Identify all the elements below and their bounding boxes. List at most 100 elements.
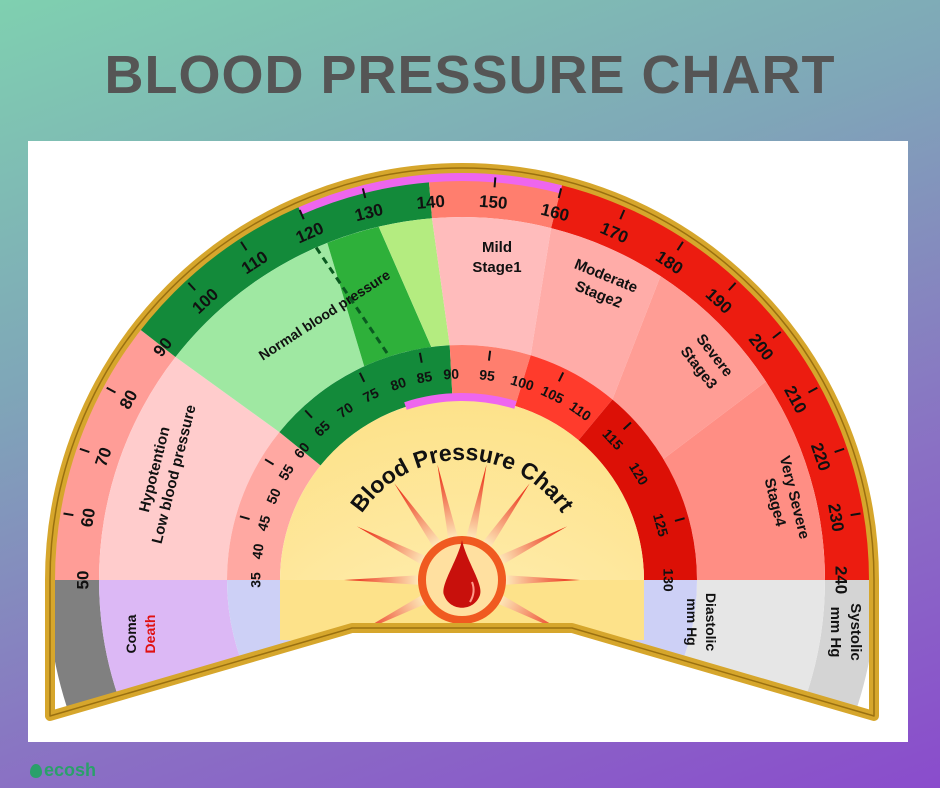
systolic-tick bbox=[619, 209, 626, 220]
category-region bbox=[175, 242, 365, 433]
diastolic-label: 90 bbox=[443, 366, 460, 383]
diastolic-band bbox=[515, 355, 613, 441]
systolic-tick bbox=[557, 188, 563, 199]
systolic-label: 140 bbox=[416, 192, 446, 213]
diastolic-tick bbox=[557, 371, 565, 382]
systolic-tick bbox=[106, 386, 116, 394]
systolic-unit-label-line: Systolic bbox=[847, 603, 864, 661]
diastolic-label: 50 bbox=[263, 486, 284, 507]
ray-shape bbox=[480, 483, 530, 551]
diastolic-label: 55 bbox=[275, 461, 297, 483]
systolic-tick bbox=[298, 209, 305, 220]
systolic-tick bbox=[850, 512, 861, 517]
systolic-tick bbox=[772, 331, 782, 339]
systolic-tick bbox=[361, 188, 367, 199]
ecosh-logo: ecosh bbox=[30, 760, 96, 781]
logo-text: ecosh bbox=[44, 760, 97, 780]
ray-shape bbox=[437, 464, 459, 542]
diastolic-tick bbox=[418, 352, 423, 363]
coma-death-label: Coma Death bbox=[123, 614, 158, 653]
diastolic-tick bbox=[487, 350, 492, 361]
diastolic-tick bbox=[622, 421, 632, 431]
diastolic-tick bbox=[674, 517, 685, 522]
systolic-tick bbox=[493, 177, 497, 188]
systolic-unit-label-line: mm Hg bbox=[827, 607, 844, 658]
coma-death-label-line: Death bbox=[142, 615, 158, 654]
systolic-tick bbox=[834, 447, 845, 454]
diastolic-label: 130 bbox=[660, 568, 676, 592]
diastolic-label: 70 bbox=[334, 399, 356, 421]
diastolic-unit-label-line: mm Hg bbox=[684, 598, 700, 645]
diastolic-label: 125 bbox=[650, 511, 672, 538]
diastolic-label: 75 bbox=[360, 384, 381, 405]
diastolic-label: 100 bbox=[509, 372, 536, 394]
coma-death-label-line: Coma bbox=[123, 614, 139, 653]
systolic-tick bbox=[808, 386, 818, 394]
ray-shape bbox=[394, 483, 444, 551]
ray-shape bbox=[495, 526, 568, 567]
systolic-label: 230 bbox=[824, 502, 847, 533]
ray-shape bbox=[465, 464, 487, 542]
diastolic-tick bbox=[358, 372, 366, 383]
category-label: Mild Stage1 bbox=[472, 239, 521, 276]
systolic-label: 60 bbox=[77, 507, 99, 529]
diastolic-band bbox=[227, 432, 321, 580]
diastolic-band bbox=[578, 399, 697, 580]
systolic-band bbox=[134, 168, 432, 357]
diastolic-tick bbox=[304, 409, 313, 419]
category-region bbox=[98, 357, 280, 580]
normal-divider-dashed-line bbox=[314, 246, 391, 358]
drop-highlight bbox=[469, 581, 475, 603]
systolic-tick bbox=[79, 447, 90, 454]
ray-shape bbox=[344, 575, 422, 585]
category-region bbox=[432, 216, 552, 356]
diastolic-label: 85 bbox=[415, 368, 433, 387]
category-label-line: Stage1 bbox=[472, 259, 521, 276]
systolic-label: 240 bbox=[832, 566, 851, 594]
sun-ray bbox=[502, 575, 580, 585]
systolic-tick bbox=[240, 241, 248, 251]
chart-card: 50 60 70 80 90 100 110 120 130 140 150 160 170 180 190… bbox=[28, 141, 908, 742]
diastolic-band bbox=[279, 345, 453, 466]
sun-ray bbox=[394, 483, 444, 551]
sun-ray bbox=[495, 526, 568, 567]
diastolic-highlight-arc bbox=[404, 393, 517, 410]
category-region bbox=[612, 276, 766, 459]
category-region bbox=[378, 218, 450, 347]
sun-ray bbox=[356, 526, 429, 567]
diastolic-label: 80 bbox=[388, 374, 408, 394]
diastolic-band bbox=[449, 344, 531, 406]
systolic-tick bbox=[676, 241, 684, 251]
sun-ray bbox=[437, 464, 459, 542]
category-region bbox=[327, 226, 432, 367]
drop-logo-icon bbox=[30, 763, 42, 778]
ray-shape bbox=[356, 526, 429, 567]
coma-region bbox=[99, 580, 249, 716]
diastolic-unit-label-line: Diastolic bbox=[703, 593, 719, 652]
systolic-tick bbox=[187, 282, 196, 291]
systolic-band bbox=[50, 325, 176, 580]
systolic-tick bbox=[728, 282, 737, 291]
diastolic-label: 40 bbox=[249, 542, 267, 560]
category-region bbox=[663, 381, 825, 580]
ray-shape bbox=[502, 575, 580, 585]
systolic-tick bbox=[63, 512, 74, 517]
page-title: BLOOD PRESSURE CHART bbox=[104, 45, 836, 105]
sun-ray bbox=[344, 575, 422, 585]
rim-edge bbox=[49, 167, 875, 717]
category-region bbox=[530, 228, 661, 400]
blood-drop-icon bbox=[443, 540, 481, 608]
systolic-label: 50 bbox=[73, 571, 92, 590]
systolic-label: 150 bbox=[478, 192, 508, 213]
category-label-line: Mild bbox=[482, 239, 512, 256]
diastolic-label: 35 bbox=[248, 572, 264, 588]
diastolic-label: 45 bbox=[254, 513, 274, 533]
diastolic-tick bbox=[239, 515, 250, 521]
sun-ray bbox=[465, 464, 487, 542]
diastolic-label: 95 bbox=[478, 366, 496, 384]
sun-ray bbox=[480, 483, 530, 551]
diastolic-tick bbox=[264, 458, 275, 466]
